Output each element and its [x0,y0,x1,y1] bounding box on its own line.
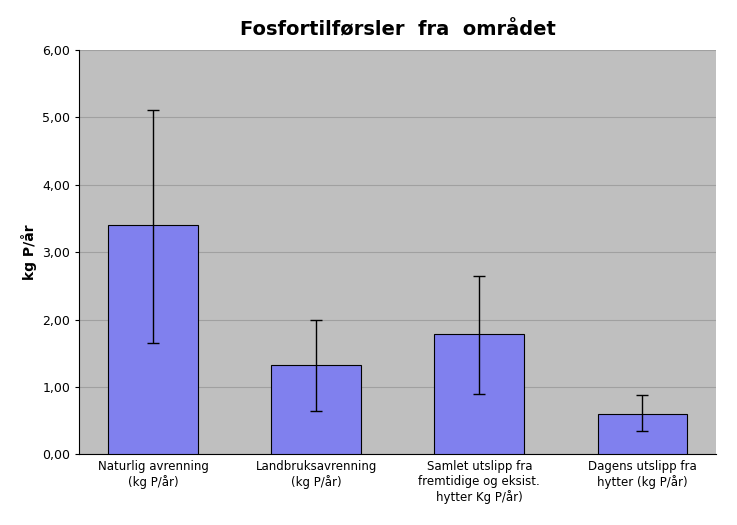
Y-axis label: kg P/år: kg P/år [21,224,37,280]
Bar [108,225,198,455]
Bar [435,334,524,455]
Bar [598,414,687,455]
Title: Fosfortilførsler  fra  området: Fosfortilførsler fra området [240,21,556,40]
Bar [271,365,361,455]
